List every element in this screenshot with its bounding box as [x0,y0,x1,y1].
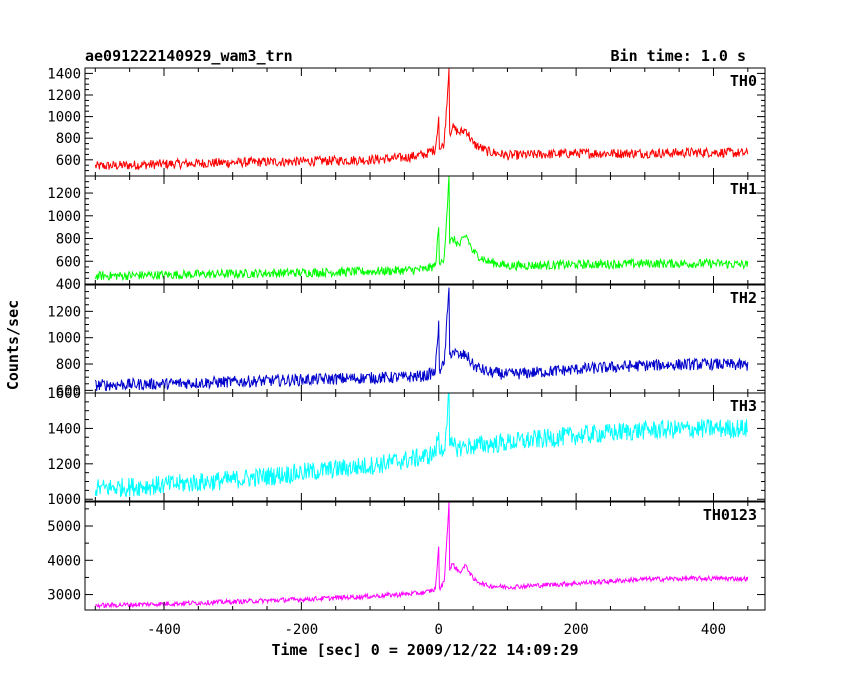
y-tick-label: 5000 [47,519,81,535]
panel-th1: TH1 400 600 800 1000 1200 [47,175,766,293]
panel-frame [84,392,766,502]
series-line-th2 [94,287,749,392]
y-tick-label: 800 [56,131,81,147]
panel-label: TH0123 [703,506,757,524]
y-tick-label: 1200 [47,186,81,202]
x-tick-label: 400 [701,622,726,638]
panel-th0: TH0 600 800 1000 1200 1400 [47,66,766,177]
panel-th0123: TH0123 3000 4000 5000 [47,501,766,611]
y-tick-label: 600 [56,383,81,399]
panel-label: TH3 [730,397,757,415]
bin-time-label: Bin time: 1.0 s [611,47,746,65]
x-axis-label: Time [sec] 0 = 2009/12/22 14:09:29 [271,641,578,659]
series-line-th1 [94,175,749,282]
panel-th3: TH3 1000 1200 1400 1600 [47,386,766,508]
panel-frame [84,175,766,285]
y-tick-label: 1600 [47,386,81,402]
y-tick-label: 1400 [47,421,81,437]
y-tick-label: 600 [56,254,81,270]
y-tick-label: 400 [56,277,81,293]
y-tick-label: 800 [56,232,81,248]
x-tick-label: 200 [563,622,588,638]
panel-label: TH1 [730,180,757,198]
y-tick-label: 3000 [47,588,81,604]
y-tick-label: 1000 [47,331,81,347]
y-tick-label: 1400 [47,66,81,82]
y-tick-label: 4000 [47,553,81,569]
series-line-th3 [94,392,749,498]
x-tick-label: -400 [147,622,181,638]
x-tick-label: -200 [285,622,319,638]
panel-label: TH0 [730,72,757,90]
x-tick-label: 0 [435,622,443,638]
y-tick-label: 1200 [47,88,81,104]
y-tick-label: 1000 [47,209,81,225]
panel-label: TH2 [730,289,757,307]
panel-frame [84,501,766,611]
y-tick-label: 1200 [47,304,81,320]
y-tick-label: 600 [56,153,81,169]
y-axis-label: Counts/sec [4,300,22,390]
y-tick-label: 800 [56,357,81,373]
y-tick-label: 1000 [47,492,81,508]
series-line-th0 [94,67,749,171]
panel-frame [84,67,766,177]
panel-th2: TH2 600 800 1000 1200 [47,284,766,399]
panels-group: TH0 600 800 1000 1200 1400 TH1 400 600 800 1000 120… [47,66,766,638]
series-line-th0123 [95,501,749,610]
y-tick-label: 1000 [47,110,81,126]
y-tick-label: 1200 [47,457,81,473]
chart-title: ae091222140929_wam3_trn [85,47,293,65]
